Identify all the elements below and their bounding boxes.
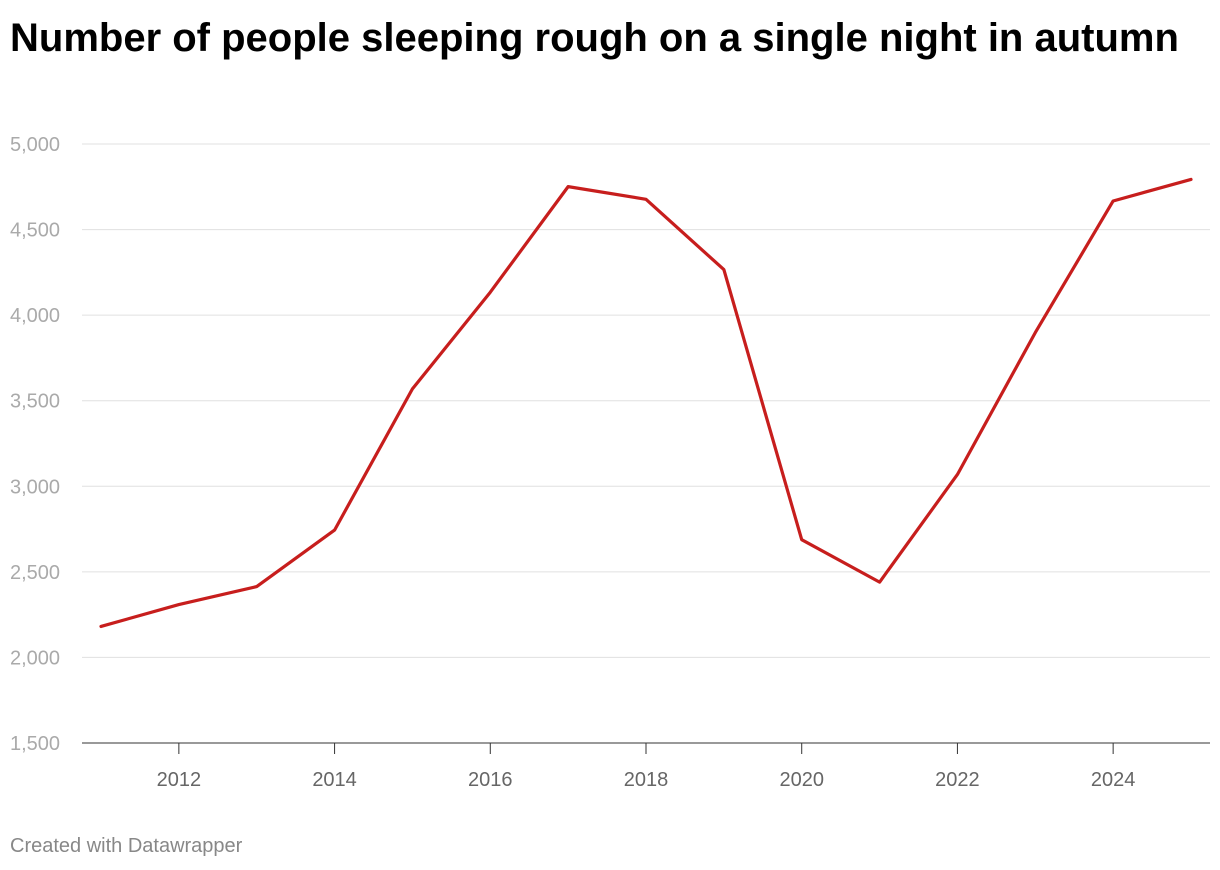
y-tick-label: 2,500 [10, 562, 60, 584]
y-tick-label: 4,500 [10, 220, 60, 242]
x-tick-label: 2018 [624, 769, 669, 791]
x-tick-label: 2020 [779, 769, 824, 791]
x-tick-label: 2022 [935, 769, 980, 791]
y-tick-label: 4,000 [10, 305, 60, 327]
chart-title: Number of people sleeping rough on a sin… [10, 16, 1179, 60]
y-tick-label: 3,500 [10, 391, 60, 413]
y-tick-label: 2,000 [10, 647, 60, 669]
x-tick-label: 2016 [468, 769, 513, 791]
x-tick-label: 2024 [1091, 769, 1136, 791]
y-tick-label: 3,000 [10, 476, 60, 498]
series-line [99, 177, 1193, 629]
x-tick-label: 2012 [157, 769, 202, 791]
x-tick-label: 2014 [312, 769, 357, 791]
y-tick-label: 1,500 [10, 733, 60, 755]
y-tick-label: 5,000 [10, 134, 60, 156]
footer-credit: Created with Datawrapper [10, 835, 243, 857]
